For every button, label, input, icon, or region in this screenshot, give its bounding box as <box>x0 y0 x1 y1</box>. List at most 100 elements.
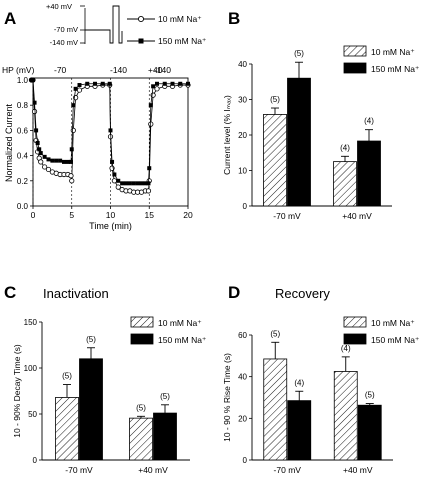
data-point-a-1 <box>112 172 117 177</box>
data-point-a-1 <box>54 158 59 163</box>
y-tick-label-chart-d-3: 60 <box>238 331 247 340</box>
data-point-a-1 <box>162 81 167 86</box>
chart-panel-d: 0 20 40 60 10 - 90 % Rise Time (s) -70 mV (5) (… <box>222 316 420 475</box>
y-tick-label-a-0: 0.0 <box>17 202 29 211</box>
bar-chart-d-0-0 <box>263 358 288 461</box>
data-point-a-1 <box>65 159 70 164</box>
data-point-a-0 <box>115 184 121 190</box>
y-tick-label-chart-d-1: 20 <box>238 414 247 423</box>
y-tick-label-chart-c-3: 150 <box>24 318 38 327</box>
panel-title-d: Recovery <box>275 286 330 301</box>
data-point-a-1 <box>146 181 151 186</box>
y-tick-label-chart-d-2: 40 <box>238 373 247 382</box>
legend-marker-150mm <box>138 38 144 44</box>
n-label-chart-d-1-1: (5) <box>365 391 375 400</box>
data-point-a-1 <box>50 158 55 163</box>
data-point-a-1 <box>46 157 51 162</box>
n-label-chart-d-0-0: (5) <box>270 329 280 338</box>
data-point-a-1 <box>147 166 152 171</box>
panel-letter-d: D <box>228 283 240 302</box>
x-tick-label-a-3: 15 <box>145 210 155 220</box>
bar-chart-d-1-1 <box>357 404 382 461</box>
bar-chart-c-0-0 <box>55 397 79 461</box>
x-tick-label-a-0: 0 <box>31 210 36 220</box>
y-axis-label-a: Normalized Current <box>4 103 14 182</box>
data-point-a-0 <box>45 166 52 173</box>
data-point-a-1 <box>139 181 144 186</box>
holding-potential-labels: HP (mV) -70 -140 +40 -140 <box>2 65 171 75</box>
data-point-a-1 <box>100 81 105 86</box>
bar-chart-b-0-1 <box>333 161 357 207</box>
bar-chart-b-1-0 <box>287 77 311 207</box>
bar-chart-b-0-0 <box>263 114 287 207</box>
hp-label-minus140-first: -140 <box>110 65 127 75</box>
n-label-chart-b-1-1: (4) <box>364 117 374 126</box>
data-point-a-1 <box>85 81 90 86</box>
data-point-a-0 <box>148 121 154 127</box>
legend-swatch-chart-c-0 <box>130 316 154 328</box>
y-tick-label-chart-b-4: 40 <box>238 60 247 69</box>
data-point-a-1 <box>73 86 78 91</box>
panel-letter-c: C <box>4 283 16 302</box>
data-point-a-1 <box>35 141 40 145</box>
legend-label-chart-b-1: 150 mM Na⁺ <box>371 64 420 74</box>
data-point-a-1 <box>31 78 35 82</box>
data-point-a-1 <box>68 159 73 164</box>
data-point-a-1 <box>124 181 128 186</box>
legend-label-10mm: 10 mM Na⁺ <box>158 14 202 24</box>
bar-chart-b-1-1 <box>357 140 381 207</box>
n-label-chart-c-1-0: (5) <box>86 335 96 344</box>
n-label-chart-d-1-0: (4) <box>294 378 304 387</box>
bar-chart-c-1-1 <box>153 412 177 461</box>
y-tick-label-a-1: 0.2 <box>17 177 29 186</box>
data-point-a-1 <box>155 81 159 86</box>
n-label-chart-c-0-0: (5) <box>62 372 72 381</box>
hp-label-plus40: +40 <box>148 65 163 75</box>
data-point-a-1 <box>34 128 39 133</box>
data-point-a-1 <box>186 81 190 86</box>
data-point-a-1 <box>93 81 97 86</box>
data-point-a-0 <box>111 178 117 184</box>
data-point-a-1 <box>143 181 148 186</box>
legend-label-chart-d-1: 150 mM Na⁺ <box>371 335 420 345</box>
x-tick-label-chart-b-1: +40 mV <box>342 211 372 221</box>
data-point-a-0 <box>31 108 38 115</box>
legend-label-chart-c-0: 10 mM Na⁺ <box>158 318 202 328</box>
x-axis-label-a: Time (min) <box>89 221 132 231</box>
chart-panel-b: 0 10 20 30 40 Current level (% Iₘₐₓ) -70 mV (5)… <box>222 45 420 221</box>
legend-swatch-chart-d-1 <box>343 333 367 345</box>
data-point-a-0 <box>70 127 76 133</box>
n-label-chart-d-0-1: (4) <box>341 344 351 353</box>
data-point-a-1 <box>69 147 74 152</box>
y-tick-label-a-5: 1.0 <box>17 76 29 85</box>
y-tick-label-chart-b-0: 0 <box>243 202 248 211</box>
hp-label-minus140-second: -140 <box>154 65 171 75</box>
bar-chart-c-0-1 <box>129 417 153 461</box>
legend-label-150mm: 150 mM Na⁺ <box>158 36 207 46</box>
data-point-a-1 <box>42 154 47 159</box>
hp-label-minus70: -70 <box>54 65 67 75</box>
n-label-chart-c-1-1: (5) <box>160 392 170 401</box>
data-point-a-0 <box>42 164 48 170</box>
data-point-a-1 <box>120 181 125 186</box>
y-tick-label-chart-b-1: 10 <box>238 167 247 176</box>
data-point-a-1 <box>135 181 140 186</box>
data-point-a-0 <box>69 178 75 184</box>
data-point-a-1 <box>108 128 113 133</box>
data-point-a-1 <box>58 158 63 163</box>
data-point-a-1 <box>127 181 132 186</box>
data-point-a-1 <box>32 100 37 105</box>
x-tick-label-a-1: 5 <box>69 210 74 220</box>
data-point-a-0 <box>154 86 160 92</box>
data-point-a-1 <box>178 81 183 86</box>
y-tick-label-chart-b-3: 30 <box>238 96 247 105</box>
protocol-trace <box>85 5 123 44</box>
legend-swatch-chart-d-0 <box>343 316 367 328</box>
x-tick-label-a-4: 20 <box>183 210 193 220</box>
legend-label-chart-d-0: 10 mM Na⁺ <box>371 318 415 328</box>
data-point-a-0 <box>68 173 74 179</box>
chart-panel-a: 0.0 0.2 0.4 0.6 0.8 1.0 0 5 10 15 20 Time (min) Norm… <box>4 76 193 231</box>
panel-title-c: Inactivation <box>43 286 109 301</box>
data-point-a-0 <box>38 159 44 165</box>
